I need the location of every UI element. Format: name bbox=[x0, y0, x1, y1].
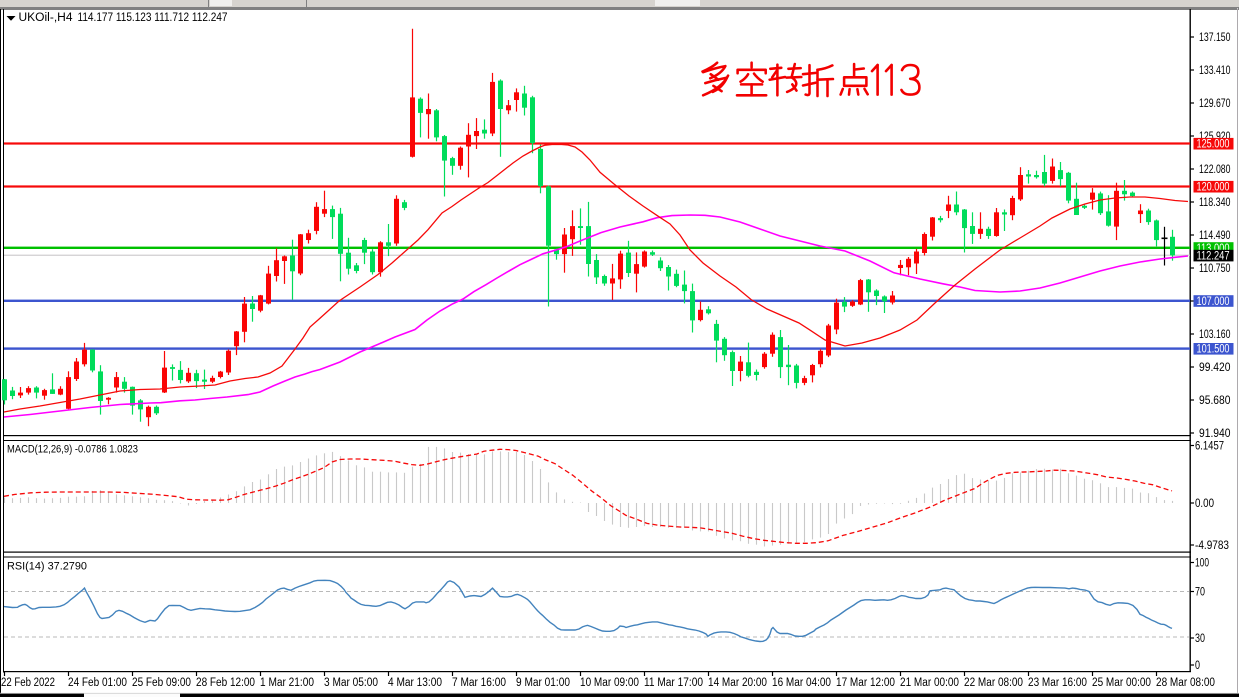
svg-text:114.177 115.123 111.712 112.24: 114.177 115.123 111.712 112.247 bbox=[78, 12, 228, 24]
svg-text:70: 70 bbox=[1195, 587, 1205, 599]
svg-text:16 Mar 04:00: 16 Mar 04:00 bbox=[772, 677, 831, 689]
svg-text:24 Feb 01:00: 24 Feb 01:00 bbox=[68, 677, 127, 689]
svg-text:112.247: 112.247 bbox=[1197, 250, 1230, 262]
svg-text:3 Mar 05:00: 3 Mar 05:00 bbox=[324, 677, 378, 689]
svg-text:129.670: 129.670 bbox=[1199, 98, 1231, 110]
svg-text:9 Mar 01:00: 9 Mar 01:00 bbox=[516, 677, 570, 689]
svg-text:25 Mar 00:00: 25 Mar 00:00 bbox=[1092, 677, 1151, 689]
svg-text:RSI(14) 37.2790: RSI(14) 37.2790 bbox=[7, 561, 87, 573]
svg-text:103.160: 103.160 bbox=[1199, 329, 1231, 341]
svg-text:114.490: 114.490 bbox=[1199, 230, 1231, 242]
svg-text:7 Mar 16:00: 7 Mar 16:00 bbox=[452, 677, 506, 689]
svg-text:MACD(12,26,9) -0.0786 1.0823: MACD(12,26,9) -0.0786 1.0823 bbox=[7, 444, 138, 456]
svg-text:107.000: 107.000 bbox=[1197, 296, 1230, 308]
svg-text:101.500: 101.500 bbox=[1197, 344, 1230, 356]
svg-text:30: 30 bbox=[1195, 633, 1205, 645]
svg-text:11 Mar 17:00: 11 Mar 17:00 bbox=[644, 677, 703, 689]
svg-text:122.080: 122.080 bbox=[1199, 164, 1231, 176]
svg-text:21 Mar 00:00: 21 Mar 00:00 bbox=[900, 677, 959, 689]
svg-text:100: 100 bbox=[1195, 558, 1209, 570]
svg-text:23 Mar 16:00: 23 Mar 16:00 bbox=[1028, 677, 1087, 689]
svg-text:110.750: 110.750 bbox=[1199, 263, 1231, 275]
svg-text:6.1457: 6.1457 bbox=[1195, 441, 1224, 453]
svg-text:22 Feb 2022: 22 Feb 2022 bbox=[1, 677, 55, 689]
svg-text:133.410: 133.410 bbox=[1199, 65, 1231, 77]
svg-text:95.680: 95.680 bbox=[1199, 395, 1231, 407]
svg-text:120.000: 120.000 bbox=[1197, 182, 1230, 194]
svg-text:25 Feb 09:00: 25 Feb 09:00 bbox=[132, 677, 191, 689]
svg-text:28 Feb 12:00: 28 Feb 12:00 bbox=[196, 677, 255, 689]
svg-text:4 Mar 13:00: 4 Mar 13:00 bbox=[388, 677, 442, 689]
svg-text:1 Mar 21:00: 1 Mar 21:00 bbox=[260, 677, 314, 689]
svg-text:125.000: 125.000 bbox=[1197, 139, 1230, 151]
svg-text:22 Mar 08:00: 22 Mar 08:00 bbox=[964, 677, 1023, 689]
svg-text:-4.9783: -4.9783 bbox=[1195, 540, 1229, 552]
svg-text:91.940: 91.940 bbox=[1199, 428, 1231, 440]
svg-text:0.00: 0.00 bbox=[1195, 498, 1214, 510]
svg-text:137.150: 137.150 bbox=[1199, 32, 1231, 44]
svg-text:10 Mar 09:00: 10 Mar 09:00 bbox=[580, 677, 639, 689]
svg-text:99.420: 99.420 bbox=[1199, 362, 1231, 374]
svg-text:17 Mar 12:00: 17 Mar 12:00 bbox=[836, 677, 895, 689]
svg-text:UKOil-,H4: UKOil-,H4 bbox=[19, 12, 74, 24]
svg-text:28 Mar 08:00: 28 Mar 08:00 bbox=[1156, 677, 1215, 689]
svg-text:14 Mar 20:00: 14 Mar 20:00 bbox=[708, 677, 767, 689]
svg-text:0: 0 bbox=[1195, 660, 1200, 672]
svg-text:118.340: 118.340 bbox=[1199, 197, 1231, 209]
